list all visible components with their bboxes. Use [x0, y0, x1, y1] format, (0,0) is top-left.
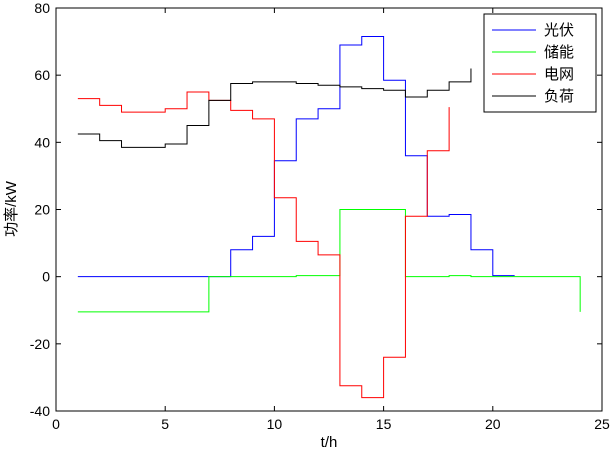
series-line-1	[77, 36, 515, 278]
x-tick-label: 10	[267, 416, 283, 432]
y-axis-label: 功率/kW	[3, 180, 20, 237]
y-tick-label: 20	[34, 202, 50, 218]
series-line-3	[77, 91, 450, 399]
ticks-layer: 0 5 10 15 20 25 -40 -20 0 20 40 60 80	[30, 0, 610, 432]
y-tick-label: 40	[34, 134, 50, 150]
x-tick-label: 5	[161, 416, 169, 432]
legend-box	[483, 13, 597, 113]
legend-label-3: 电网	[544, 65, 574, 83]
series-line-2	[77, 209, 581, 313]
y-tick-label: -40	[30, 403, 50, 419]
series-line-4	[77, 68, 472, 148]
x-tick-label: 0	[52, 416, 60, 432]
y-tick-label: 60	[34, 67, 50, 83]
y-tick-label: -20	[30, 336, 50, 352]
legend-label-4: 负荷	[544, 87, 574, 105]
x-tick-label: 15	[376, 416, 392, 432]
legend-label-1: 光伏	[544, 21, 574, 39]
y-tick-label: 0	[42, 269, 50, 285]
legend-label-2: 储能	[544, 43, 574, 61]
x-axis-label: t/h	[321, 434, 338, 451]
x-tick-label: 20	[485, 416, 501, 432]
x-tick-label: 25	[594, 416, 610, 432]
y-tick-label: 80	[34, 0, 50, 16]
series-layer	[77, 36, 581, 399]
